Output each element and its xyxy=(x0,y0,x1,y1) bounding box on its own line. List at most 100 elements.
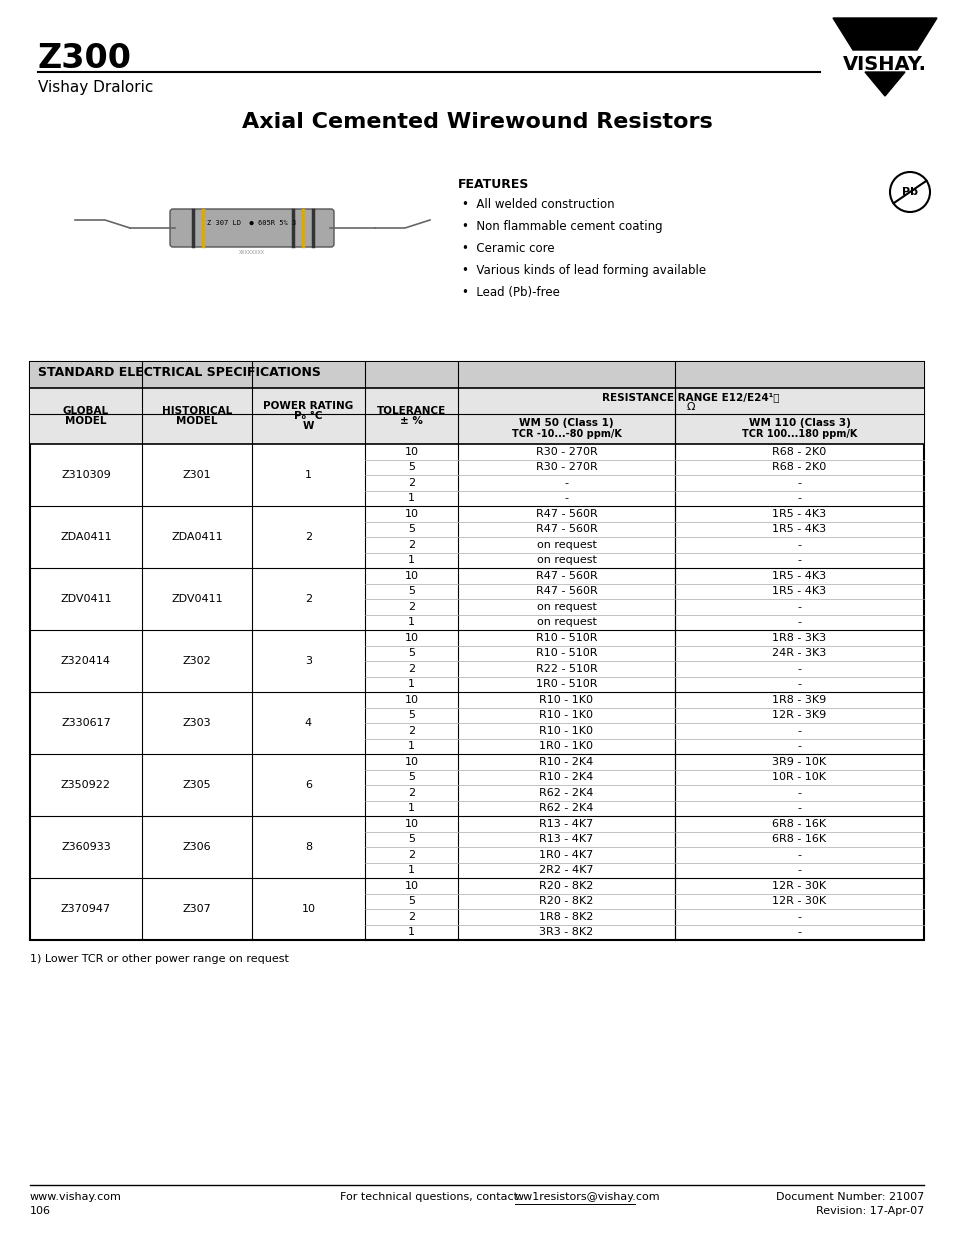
Text: on request: on request xyxy=(536,601,596,611)
Text: 5: 5 xyxy=(408,462,415,472)
Text: 1R5 - 4K3: 1R5 - 4K3 xyxy=(772,587,825,597)
Text: Z305: Z305 xyxy=(182,781,212,790)
Polygon shape xyxy=(864,72,904,96)
Text: 1: 1 xyxy=(408,866,415,876)
Text: R20 - 8K2: R20 - 8K2 xyxy=(538,897,593,906)
Text: Document Number: 21007: Document Number: 21007 xyxy=(775,1192,923,1202)
Text: Z 307 LD  ● 605R 5% 3: Z 307 LD ● 605R 5% 3 xyxy=(207,220,296,226)
Text: WM 110 (Class 3): WM 110 (Class 3) xyxy=(748,417,849,429)
Text: 10: 10 xyxy=(404,571,418,580)
Text: -: - xyxy=(797,601,801,611)
Text: 1: 1 xyxy=(408,556,415,566)
Bar xyxy=(30,388,923,414)
Bar xyxy=(30,362,923,388)
Text: RESISTANCE RANGE E12/E24¹⧩: RESISTANCE RANGE E12/E24¹⧩ xyxy=(601,391,779,403)
Text: -: - xyxy=(564,493,568,503)
Text: 1: 1 xyxy=(408,618,415,627)
Text: R47 - 560R: R47 - 560R xyxy=(535,524,597,535)
Polygon shape xyxy=(832,19,936,49)
Text: R30 - 270R: R30 - 270R xyxy=(535,462,597,472)
Text: -: - xyxy=(797,663,801,674)
Text: 8: 8 xyxy=(305,842,312,852)
Text: 5: 5 xyxy=(408,587,415,597)
Text: 5: 5 xyxy=(408,524,415,535)
Text: Revision: 17-Apr-07: Revision: 17-Apr-07 xyxy=(815,1207,923,1216)
Text: 5: 5 xyxy=(408,772,415,782)
Text: 10: 10 xyxy=(404,757,418,767)
Text: 1: 1 xyxy=(305,471,312,480)
Text: 1R8 - 3K3: 1R8 - 3K3 xyxy=(772,632,825,642)
Text: 10: 10 xyxy=(301,904,315,914)
Text: 5: 5 xyxy=(408,897,415,906)
Text: 2: 2 xyxy=(408,540,415,550)
Text: Z306: Z306 xyxy=(182,842,212,852)
Text: Z307: Z307 xyxy=(182,904,212,914)
Text: Axial Cemented Wirewound Resistors: Axial Cemented Wirewound Resistors xyxy=(241,112,712,132)
Text: -: - xyxy=(797,788,801,798)
Text: •  Non flammable cement coating: • Non flammable cement coating xyxy=(461,220,662,233)
Text: 1R8 - 8K2: 1R8 - 8K2 xyxy=(538,911,593,921)
Text: R68 - 2K0: R68 - 2K0 xyxy=(772,447,825,457)
Text: TCR 100...180 ppm/K: TCR 100...180 ppm/K xyxy=(741,429,857,438)
Text: 3R3 - 8K2: 3R3 - 8K2 xyxy=(538,927,593,937)
Text: -: - xyxy=(797,478,801,488)
Text: 1R5 - 4K3: 1R5 - 4K3 xyxy=(772,524,825,535)
Text: -: - xyxy=(797,493,801,503)
Text: 5: 5 xyxy=(408,710,415,720)
Text: •  Various kinds of lead forming available: • Various kinds of lead forming availabl… xyxy=(461,264,705,277)
Text: POWER RATING: POWER RATING xyxy=(263,401,354,411)
Text: 10R - 10K: 10R - 10K xyxy=(772,772,825,782)
Text: MODEL: MODEL xyxy=(176,416,217,426)
Text: on request: on request xyxy=(536,540,596,550)
Text: HISTORICAL: HISTORICAL xyxy=(162,406,232,416)
Text: -: - xyxy=(797,556,801,566)
Text: 1R0 - 510R: 1R0 - 510R xyxy=(536,679,597,689)
Text: R20 - 8K2: R20 - 8K2 xyxy=(538,881,593,890)
Text: 1R8 - 3K9: 1R8 - 3K9 xyxy=(772,695,825,705)
FancyBboxPatch shape xyxy=(170,209,334,247)
Text: R47 - 560R: R47 - 560R xyxy=(535,509,597,519)
Text: 106: 106 xyxy=(30,1207,51,1216)
Text: ZDA0411: ZDA0411 xyxy=(60,532,112,542)
Text: 5: 5 xyxy=(408,835,415,845)
Text: R10 - 1K0: R10 - 1K0 xyxy=(539,710,593,720)
Text: 10: 10 xyxy=(404,447,418,457)
Text: 1: 1 xyxy=(408,927,415,937)
Text: -: - xyxy=(797,618,801,627)
Text: R13 - 4K7: R13 - 4K7 xyxy=(538,819,593,829)
Text: R10 - 510R: R10 - 510R xyxy=(536,648,597,658)
Text: Z330617: Z330617 xyxy=(61,718,111,727)
Bar xyxy=(30,362,923,940)
Text: 1R0 - 1K0: 1R0 - 1K0 xyxy=(539,741,593,751)
Text: 4: 4 xyxy=(305,718,312,727)
Text: -: - xyxy=(797,726,801,736)
Text: R13 - 4K7: R13 - 4K7 xyxy=(538,835,593,845)
Text: R47 - 560R: R47 - 560R xyxy=(535,587,597,597)
Text: R62 - 2K4: R62 - 2K4 xyxy=(538,788,593,798)
Text: GLOBAL: GLOBAL xyxy=(63,406,109,416)
Text: R10 - 510R: R10 - 510R xyxy=(536,632,597,642)
Text: 1: 1 xyxy=(408,803,415,814)
Text: on request: on request xyxy=(536,618,596,627)
Text: Z310309: Z310309 xyxy=(61,471,111,480)
Text: -: - xyxy=(797,927,801,937)
Text: 3R9 - 10K: 3R9 - 10K xyxy=(772,757,825,767)
Text: 2: 2 xyxy=(408,478,415,488)
Text: 1) Lower TCR or other power range on request: 1) Lower TCR or other power range on req… xyxy=(30,953,289,965)
Text: -: - xyxy=(797,679,801,689)
Text: Z302: Z302 xyxy=(182,656,212,666)
Text: For technical questions, contact:: For technical questions, contact: xyxy=(339,1192,524,1202)
Text: Vishay Draloric: Vishay Draloric xyxy=(38,80,153,95)
Text: Z370947: Z370947 xyxy=(61,904,111,914)
Text: R30 - 270R: R30 - 270R xyxy=(535,447,597,457)
Text: -: - xyxy=(797,540,801,550)
Text: R47 - 560R: R47 - 560R xyxy=(535,571,597,580)
Text: 1R0 - 4K7: 1R0 - 4K7 xyxy=(538,850,593,860)
Bar xyxy=(30,414,923,445)
Text: -: - xyxy=(797,850,801,860)
Text: R10 - 1K0: R10 - 1K0 xyxy=(539,695,593,705)
Text: •  Lead (Pb)-free: • Lead (Pb)-free xyxy=(461,287,559,299)
Text: 2: 2 xyxy=(408,726,415,736)
Text: VISHAY.: VISHAY. xyxy=(842,56,926,74)
Text: Z350922: Z350922 xyxy=(61,781,111,790)
